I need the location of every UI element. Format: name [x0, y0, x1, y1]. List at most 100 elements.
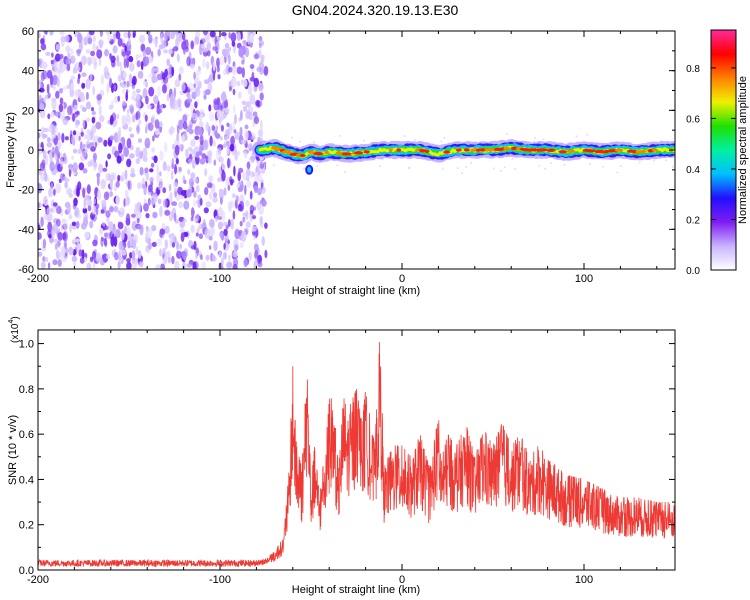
noise-blob [231, 65, 237, 75]
noise-blob [109, 191, 113, 197]
noise-blob [85, 91, 89, 100]
noise-blob [106, 82, 110, 94]
noise-blob [159, 150, 164, 161]
noise-blob [230, 218, 235, 230]
noise-blob [64, 136, 69, 141]
noise-blob [91, 205, 95, 215]
noise-blob [228, 200, 235, 209]
noise-blob [140, 60, 144, 71]
faint-dot [616, 171, 619, 174]
colorbar-gradient [710, 29, 737, 271]
noise-blob [139, 150, 143, 160]
noise-blob [227, 219, 231, 227]
noise-blob [81, 249, 85, 260]
noise-blob [256, 66, 262, 72]
noise-blob [261, 236, 265, 246]
noise-blob [46, 83, 50, 94]
noise-blob [145, 95, 149, 105]
noise-blob [178, 73, 182, 81]
noise-blob [60, 158, 64, 168]
noise-blob [126, 109, 130, 114]
faint-dot [542, 138, 545, 141]
noise-blob [75, 242, 82, 250]
noise-blob [224, 42, 230, 49]
noise-blob [38, 152, 41, 158]
noise-blob [222, 221, 229, 227]
noise-blob [239, 220, 243, 227]
faint-dot [298, 140, 301, 143]
noise-blob [160, 32, 164, 44]
noise-blob [96, 45, 99, 51]
noise-blob [172, 99, 179, 111]
noise-blob [207, 156, 211, 162]
faint-dot [461, 172, 464, 175]
noise-blob [191, 159, 196, 169]
faint-dot [588, 162, 591, 165]
noise-blob [175, 36, 181, 42]
noise-blob [259, 92, 264, 101]
noise-blob [208, 104, 212, 112]
noise-blob [82, 150, 87, 157]
noise-blob [259, 100, 263, 106]
faint-dot [575, 135, 578, 138]
noise-blob [157, 198, 162, 205]
noise-blob [92, 239, 98, 247]
noise-blob [50, 111, 55, 118]
top-y-tick-label: -60 [18, 264, 34, 276]
noise-blob [163, 49, 169, 54]
noise-blob [217, 74, 221, 80]
noise-blob [82, 143, 86, 150]
noise-blob [71, 155, 74, 161]
noise-blob [82, 168, 88, 174]
noise-blob [236, 66, 243, 75]
noise-blob [118, 250, 121, 261]
noise-blob [123, 31, 129, 39]
noise-blob [181, 82, 186, 92]
noise-blob [48, 187, 53, 198]
noise-blob [63, 176, 67, 182]
track-peak [639, 149, 647, 154]
faint-dot [665, 159, 668, 162]
track-peak [455, 148, 462, 152]
track-peak [487, 148, 494, 152]
noise-blob [39, 82, 42, 88]
noise-blob [117, 261, 121, 269]
noise-blob [73, 197, 78, 207]
noise-blob [203, 94, 207, 100]
noise-blob [124, 189, 129, 197]
noise-blob [223, 228, 228, 237]
noise-blob [228, 86, 232, 92]
noise-blob [62, 85, 68, 91]
noise-blob [139, 166, 144, 176]
noise-blob [42, 238, 47, 249]
noise-blob [141, 183, 146, 189]
noise-blob [195, 253, 198, 259]
noise-blob [142, 49, 146, 58]
noise-blob [129, 133, 135, 138]
track-peak [479, 148, 487, 152]
noise-blob [103, 191, 110, 201]
noise-blob [72, 67, 76, 75]
noise-blob [86, 184, 91, 195]
noise-blob [190, 224, 195, 233]
noise-blob [38, 225, 41, 230]
noise-blob [188, 178, 194, 187]
noise-blob [68, 214, 73, 220]
faint-dot [302, 167, 305, 170]
noise-blob [88, 31, 95, 36]
noise-blob [115, 31, 121, 40]
noise-blob [130, 33, 133, 38]
noise-blob [109, 177, 113, 189]
noise-blob [87, 205, 92, 212]
noise-blob [70, 75, 76, 80]
noise-blob [90, 146, 96, 152]
noise-blob [144, 126, 148, 134]
noise-blob [92, 42, 96, 52]
noise-blob [142, 80, 147, 85]
noise-blob [51, 97, 57, 103]
noise-blob [157, 48, 161, 57]
noise-blob [152, 135, 155, 142]
noise-blob [214, 129, 218, 137]
faint-dot [499, 169, 502, 172]
noise-blob [131, 220, 138, 231]
